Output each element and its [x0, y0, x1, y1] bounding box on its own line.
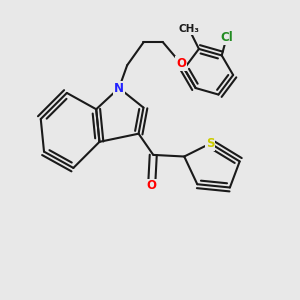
Text: O: O: [176, 57, 186, 70]
Text: O: O: [147, 179, 157, 192]
Text: Cl: Cl: [220, 31, 233, 44]
Text: N: N: [114, 82, 124, 94]
Text: CH₃: CH₃: [178, 24, 200, 34]
Text: S: S: [206, 137, 214, 150]
